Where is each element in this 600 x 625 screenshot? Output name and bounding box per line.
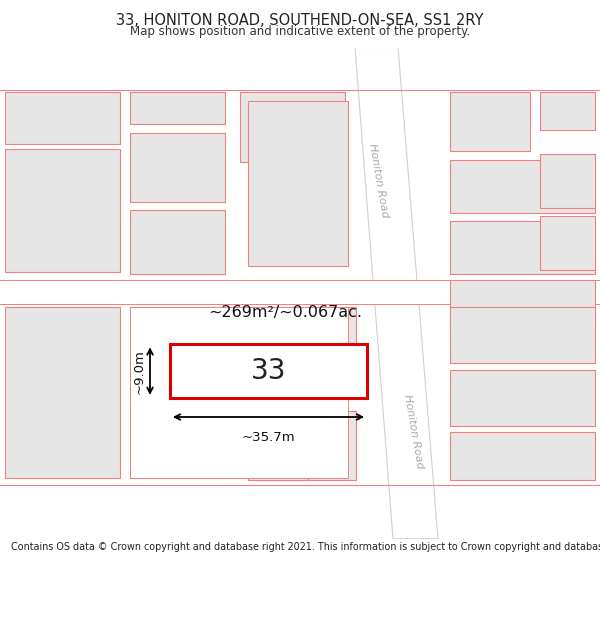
Text: Contains OS data © Crown copyright and database right 2021. This information is : Contains OS data © Crown copyright and d… xyxy=(11,542,600,552)
Bar xyxy=(540,216,595,269)
Bar xyxy=(248,307,356,355)
Bar xyxy=(450,159,595,213)
Bar xyxy=(540,92,595,130)
Polygon shape xyxy=(355,48,438,539)
Bar xyxy=(450,221,595,274)
Bar xyxy=(0,280,600,304)
Bar xyxy=(450,370,595,426)
Bar xyxy=(450,307,595,362)
Bar xyxy=(130,405,225,478)
Bar xyxy=(5,307,120,478)
Bar xyxy=(450,280,595,332)
Bar xyxy=(130,307,225,398)
Bar xyxy=(240,92,345,162)
Bar xyxy=(170,344,367,398)
Text: 33, HONITON ROAD, SOUTHEND-ON-SEA, SS1 2RY: 33, HONITON ROAD, SOUTHEND-ON-SEA, SS1 2… xyxy=(116,13,484,28)
Bar xyxy=(130,133,225,202)
Bar xyxy=(248,411,356,480)
Text: 33: 33 xyxy=(251,357,286,385)
Text: Map shows position and indicative extent of the property.: Map shows position and indicative extent… xyxy=(130,25,470,38)
Bar xyxy=(0,48,600,90)
Text: Honiton Road: Honiton Road xyxy=(367,143,389,219)
Text: ~9.0m: ~9.0m xyxy=(133,349,146,394)
Bar xyxy=(450,92,530,151)
Bar xyxy=(0,486,600,539)
Bar xyxy=(5,92,120,144)
Bar xyxy=(5,149,120,272)
Bar xyxy=(540,154,595,208)
Text: Honiton Road: Honiton Road xyxy=(401,394,424,470)
Text: ~269m²/~0.067ac.: ~269m²/~0.067ac. xyxy=(208,305,362,320)
Bar xyxy=(248,101,348,266)
Bar xyxy=(130,307,348,478)
Bar xyxy=(248,438,308,480)
Bar xyxy=(130,210,225,274)
Bar xyxy=(130,92,225,124)
Text: ~35.7m: ~35.7m xyxy=(242,431,295,444)
Bar xyxy=(450,432,595,480)
